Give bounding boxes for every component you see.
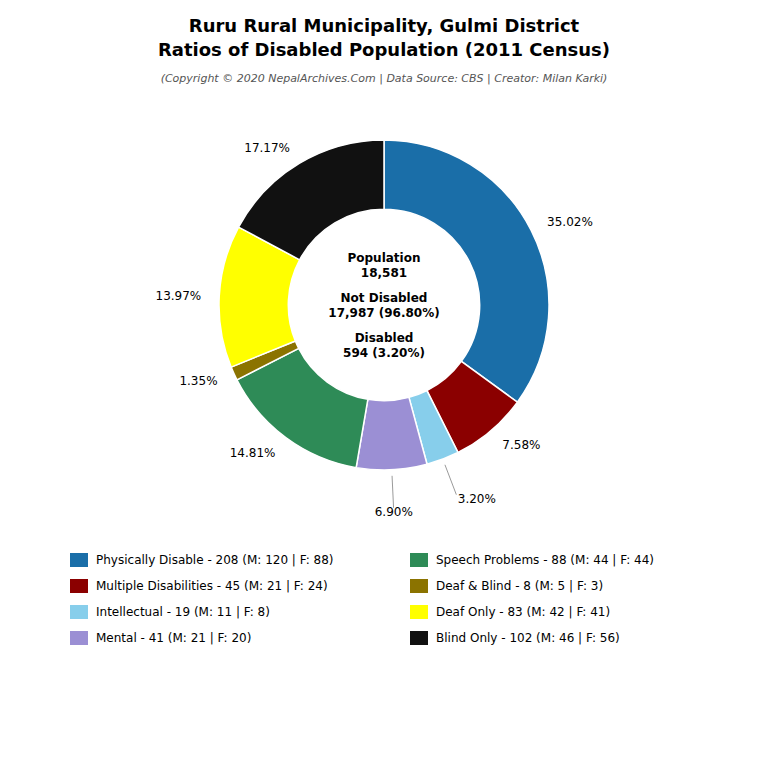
slice — [239, 140, 384, 260]
title: Ruru Rural Municipality, Gulmi District — [189, 15, 580, 36]
leader-line — [445, 465, 456, 495]
legend-label: Physically Disable - 208 (M: 120 | F: 88… — [96, 553, 334, 567]
data-label: 13.97% — [155, 288, 201, 302]
legend-swatch — [410, 631, 428, 645]
legend-item: Physically Disable - 208 (M: 120 | F: 88… — [70, 553, 334, 567]
data-label: 3.20% — [458, 492, 496, 506]
legend-label: Blind Only - 102 (M: 46 | F: 56) — [436, 631, 620, 645]
legend-item: Intellectual - 19 (M: 11 | F: 8) — [70, 605, 270, 619]
legend-label: Deaf Only - 83 (M: 42 | F: 41) — [436, 605, 610, 619]
data-label: 1.35% — [179, 374, 217, 388]
legend-swatch — [70, 631, 88, 645]
chart: Ruru Rural Municipality, Gulmi District R… — [0, 0, 768, 768]
center-annotation: Disabled — [355, 331, 414, 345]
data-label: 6.90% — [375, 505, 413, 519]
legend-item: Speech Problems - 88 (M: 44 | F: 44) — [410, 553, 654, 567]
slice — [384, 140, 549, 402]
legend-label: Speech Problems - 88 (M: 44 | F: 44) — [436, 553, 654, 567]
center-annotation: Population — [347, 251, 420, 265]
legend-item: Deaf & Blind - 8 (M: 5 | F: 3) — [410, 579, 603, 593]
donut — [219, 140, 549, 470]
center-annotation: 594 (3.20%) — [343, 346, 425, 360]
legend-label: Multiple Disabilities - 45 (M: 21 | F: 2… — [96, 579, 328, 593]
data-label: 35.02% — [547, 215, 593, 229]
center-annotation: 17,987 (96.80%) — [328, 306, 439, 320]
legend-item: Deaf Only - 83 (M: 42 | F: 41) — [410, 605, 610, 619]
legend: Physically Disable - 208 (M: 120 | F: 88… — [70, 553, 654, 645]
legend-swatch — [70, 553, 88, 567]
data-labels: 35.02% 7.58% 3.20% 6.90% 14.81% 1.35% 13.97% 17… — [155, 141, 592, 519]
legend-swatch — [410, 553, 428, 567]
legend-swatch — [410, 579, 428, 593]
title: Ratios of Disabled Population (2011 Cens… — [158, 39, 610, 60]
data-label: 7.58% — [502, 438, 540, 452]
legend-item: Blind Only - 102 (M: 46 | F: 56) — [410, 631, 620, 645]
legend-label: Mental - 41 (M: 21 | F: 20) — [96, 631, 251, 645]
legend-swatch — [410, 605, 428, 619]
data-label: 14.81% — [230, 446, 276, 460]
leader-line — [392, 476, 394, 508]
legend-swatch — [70, 579, 88, 593]
legend-label: Intellectual - 19 (M: 11 | F: 8) — [96, 605, 270, 619]
center-annotation: Not Disabled — [341, 291, 428, 305]
data-label: 17.17% — [244, 141, 290, 155]
subtitle: (Copyright © 2020 NepalArchives.Com | Da… — [161, 72, 608, 85]
legend-item: Multiple Disabilities - 45 (M: 21 | F: 2… — [70, 579, 328, 593]
legend-swatch — [70, 605, 88, 619]
legend-label: Deaf & Blind - 8 (M: 5 | F: 3) — [436, 579, 603, 593]
legend-item: Mental - 41 (M: 21 | F: 20) — [70, 631, 251, 645]
center-annotation: 18,581 — [361, 266, 407, 280]
